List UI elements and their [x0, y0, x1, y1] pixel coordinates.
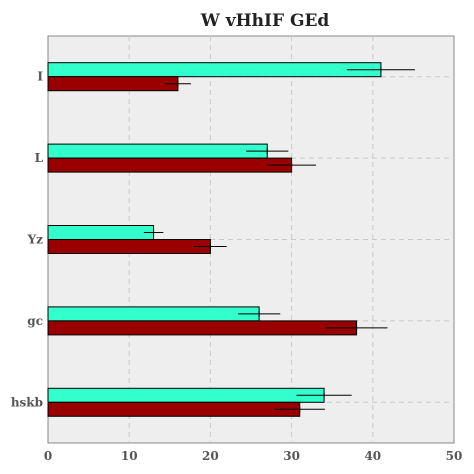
bar-series-2: [47, 320, 358, 336]
y-axis-ticks: I L Yz gc hskb: [11, 70, 44, 410]
chart-title: W vHhIF GEd: [200, 11, 330, 31]
bar-series-2: [47, 401, 301, 417]
bar-series-1: [47, 225, 155, 240]
y-tick-label: I: [37, 70, 43, 84]
y-tick-label: gc: [27, 314, 43, 328]
bar-series-1: [47, 143, 268, 159]
x-tick-label: 20: [202, 449, 219, 463]
x-tick-label: 40: [364, 449, 381, 463]
x-tick-label: 50: [446, 449, 463, 463]
x-axis-ticks: 0 10 20 30 40 50: [44, 449, 463, 463]
bar-series-2: [47, 76, 179, 92]
bars: [47, 62, 416, 417]
bar-series-2: [47, 157, 293, 173]
bar-series-1: [47, 62, 382, 78]
y-tick-label: hskb: [11, 395, 43, 409]
bar-series-1: [47, 387, 325, 403]
x-tick-label: 30: [283, 449, 300, 463]
y-tick-label: L: [35, 151, 44, 165]
x-tick-label: 0: [44, 449, 52, 463]
y-tick-label: Yz: [27, 233, 44, 247]
bar-series-2: [47, 239, 211, 254]
x-tick-label: 10: [121, 449, 138, 463]
bar-series-1: [47, 306, 260, 322]
